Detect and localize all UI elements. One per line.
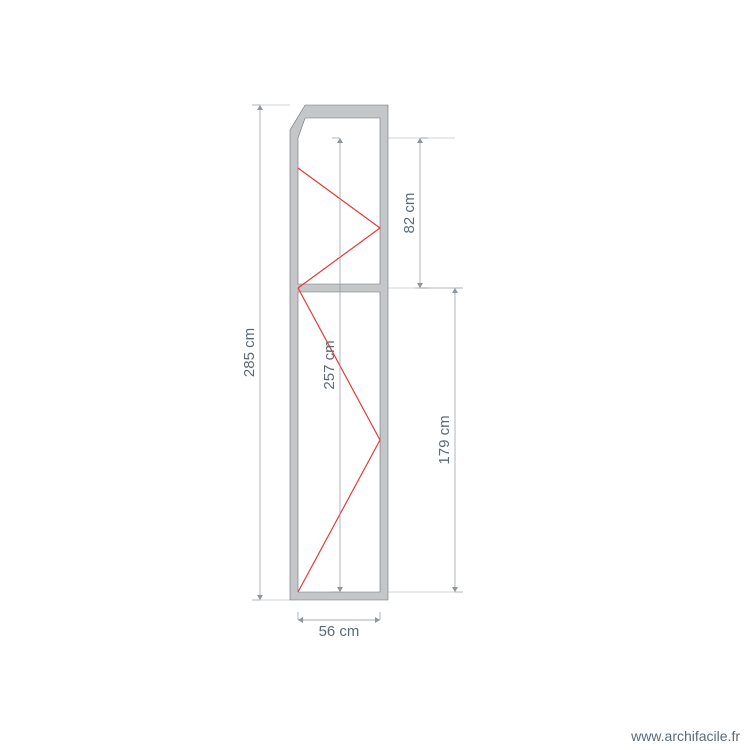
svg-text:82 cm: 82 cm <box>401 193 418 234</box>
svg-text:257 cm: 257 cm <box>321 340 338 389</box>
svg-text:285 cm: 285 cm <box>241 328 258 377</box>
walls <box>290 105 388 600</box>
floorplan-drawing: 285 cm 257 cm 82 cm 179 cm 56 cm <box>0 0 750 750</box>
svg-text:179 cm: 179 cm <box>436 415 453 464</box>
watermark-text: www.archifacile.fr <box>631 728 740 744</box>
svg-text:56 cm: 56 cm <box>319 623 360 640</box>
